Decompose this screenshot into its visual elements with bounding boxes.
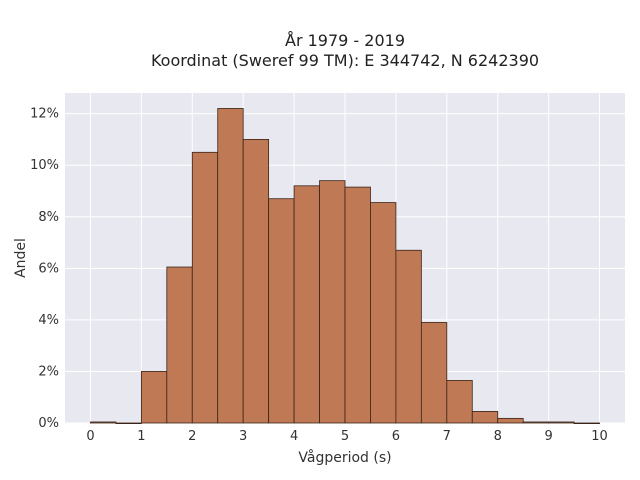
histogram-bar	[344, 186, 371, 424]
x-tick-label: 9	[544, 429, 552, 444]
histogram-bar	[268, 198, 295, 424]
y-tick-label: 0%	[38, 416, 59, 431]
histogram-bar	[293, 185, 320, 424]
chart-title-line2: Koordinat (Sweref 99 TM): E 344742, N 62…	[151, 51, 539, 70]
x-tick-label: 8	[494, 429, 502, 444]
x-tick-label: 10	[591, 429, 608, 444]
x-axis-label: Vågperiod (s)	[298, 449, 391, 466]
chart-title-line1: År 1979 - 2019	[285, 31, 405, 50]
histogram-bar	[319, 180, 346, 424]
y-tick-label: 12%	[30, 107, 59, 122]
histogram-bar	[242, 139, 270, 424]
histogram-bar	[471, 410, 499, 424]
histogram-bar	[446, 380, 473, 424]
x-tick-label: 0	[86, 429, 94, 444]
x-tick-label: 7	[443, 429, 451, 444]
x-tick-label: 5	[341, 429, 349, 444]
x-tick-label: 1	[137, 429, 145, 444]
histogram-bar	[395, 249, 422, 424]
y-tick-label: 8%	[38, 210, 59, 225]
y-tick-label: 6%	[38, 261, 59, 276]
x-axis-ticks: 0 1 2 3 4 5 6 7 8 9 10	[86, 429, 608, 444]
x-tick-label: 6	[392, 429, 400, 444]
histogram-bar	[573, 422, 600, 425]
histogram-bar	[90, 421, 117, 424]
histogram-bar	[420, 322, 448, 424]
histogram-bar	[140, 371, 168, 424]
y-tick-label: 4%	[38, 313, 59, 328]
histogram-bar	[115, 422, 142, 425]
histogram-bar	[191, 151, 219, 424]
histogram-bar	[522, 421, 550, 424]
bars-group	[90, 108, 600, 425]
x-tick-label: 2	[188, 429, 196, 444]
y-tick-label: 10%	[30, 158, 59, 173]
x-tick-label: 3	[239, 429, 247, 444]
histogram-bar	[217, 108, 244, 424]
histogram-bar	[370, 202, 397, 424]
y-axis-label: Andel	[13, 238, 29, 278]
histogram-bar	[548, 421, 575, 424]
y-tick-label: 2%	[38, 364, 59, 379]
y-axis-ticks: 0% 2% 4% 6% 8% 10% 12%	[30, 107, 59, 431]
x-tick-label: 4	[290, 429, 298, 444]
histogram-bar	[166, 266, 193, 424]
histogram-bar	[497, 417, 524, 424]
